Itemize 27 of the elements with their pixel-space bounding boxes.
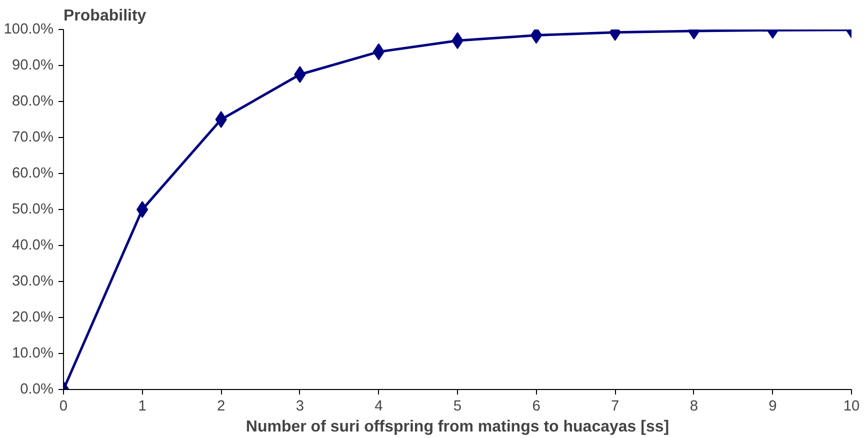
x-tick-label: 6: [532, 398, 540, 414]
y-tick-label: 90.0%: [12, 58, 54, 74]
y-tick-label: 0.0%: [20, 382, 54, 398]
point: [215, 111, 227, 128]
y-tick-label: 30.0%: [12, 274, 54, 290]
x-tick-label: 4: [374, 398, 383, 414]
x-tick-label: 1: [138, 398, 146, 414]
x-axis-title: Number of suri offspring from matings to huacayas [ss]: [246, 418, 670, 436]
y-axis-title: Probability: [64, 8, 146, 24]
x-tick-label: 3: [296, 398, 304, 414]
x-tick-label: 0: [59, 398, 68, 414]
y-tick-label: 50.0%: [12, 202, 54, 218]
y-tick-label: 70.0%: [12, 130, 54, 146]
x-tick-label: 10: [843, 398, 860, 414]
y-tick-label: 10.0%: [12, 346, 54, 362]
x-tick-label: 9: [768, 398, 777, 414]
y-tick-label: 80.0%: [12, 94, 54, 110]
x-tick-label: 5: [453, 398, 462, 414]
y-tick-label: 20.0%: [12, 310, 54, 326]
point: [294, 66, 306, 83]
x-tick-label: 7: [611, 398, 620, 414]
x-tick-label: 8: [690, 398, 698, 414]
point: [136, 201, 148, 218]
y-tick-label: 40.0%: [12, 238, 54, 254]
x-tick-label: 2: [217, 398, 226, 414]
y-tick-label: 60.0%: [12, 166, 54, 182]
y-tick-label: 100.0%: [4, 22, 54, 38]
